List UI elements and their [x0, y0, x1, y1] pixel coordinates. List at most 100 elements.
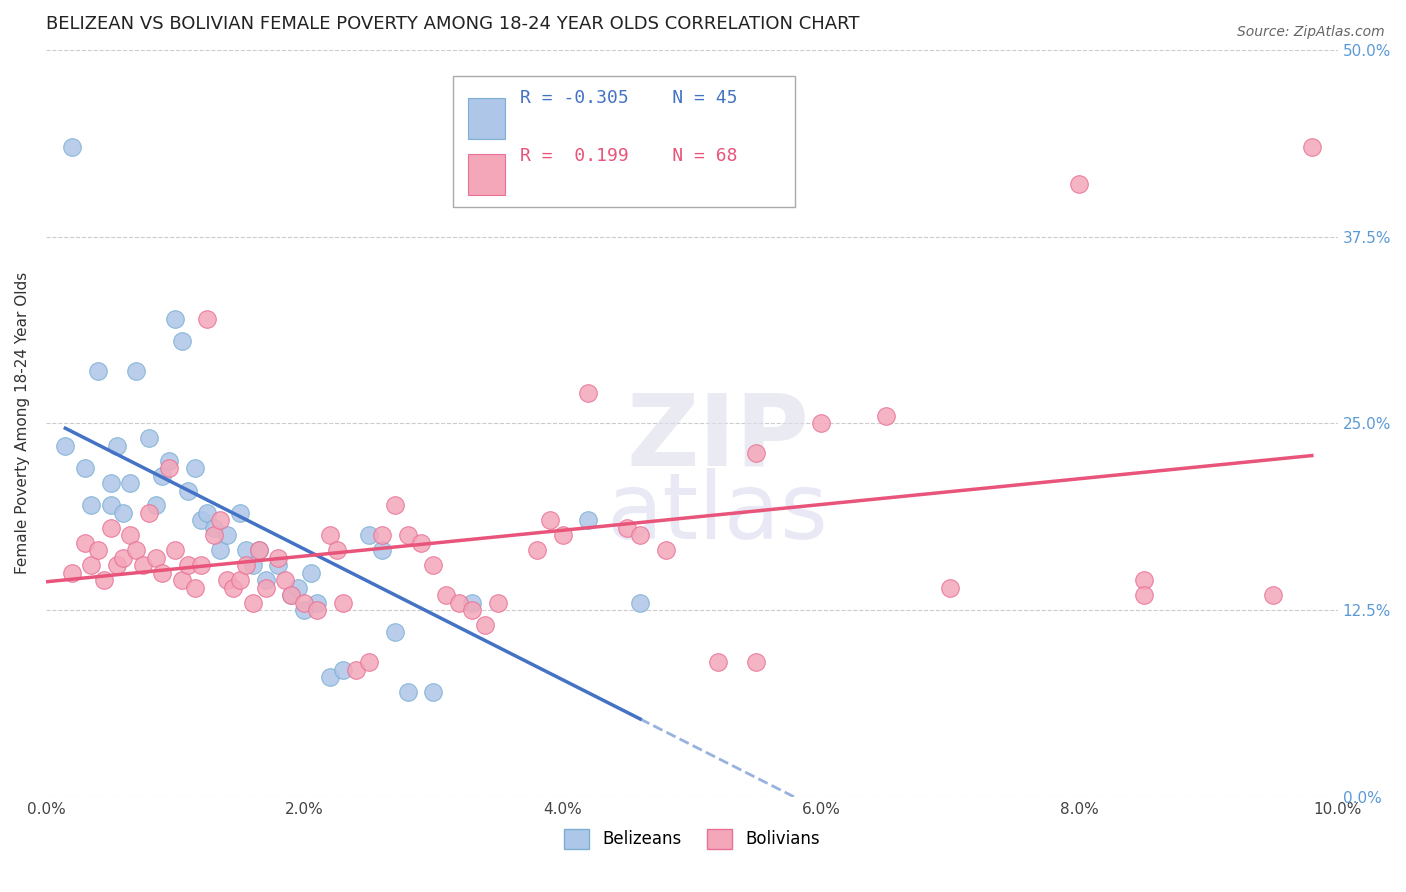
Point [307, 596, 329, 610]
Point [287, 581, 309, 595]
Point [53, 439, 76, 453]
Point [73, 536, 96, 550]
Point [215, 528, 238, 542]
Point [165, 543, 187, 558]
Point [242, 596, 264, 610]
Point [242, 558, 264, 573]
Point [125, 543, 148, 558]
Point [616, 521, 638, 535]
Point [357, 528, 380, 542]
Point [145, 499, 167, 513]
Point [526, 543, 548, 558]
Point [202, 521, 225, 535]
Point [344, 663, 367, 677]
Point [371, 543, 394, 558]
Bar [468, 154, 505, 195]
Point [292, 603, 315, 617]
Point [157, 461, 180, 475]
Point [357, 656, 380, 670]
Point [138, 506, 160, 520]
Point [449, 596, 471, 610]
Point [319, 670, 342, 684]
Point [628, 528, 651, 542]
Point [267, 558, 290, 573]
Point [170, 334, 193, 348]
Point [222, 581, 245, 595]
Point [422, 685, 444, 699]
Point [578, 513, 600, 527]
Point [396, 685, 419, 699]
Point [706, 656, 728, 670]
Point [190, 558, 212, 573]
Point [112, 506, 135, 520]
Point [105, 439, 128, 453]
Point [60, 566, 83, 580]
Text: Source: ZipAtlas.com: Source: ZipAtlas.com [1237, 25, 1385, 39]
Point [145, 550, 167, 565]
Point [118, 476, 141, 491]
Point [1133, 573, 1156, 587]
Point [396, 528, 419, 542]
Point [1133, 588, 1156, 602]
Point [197, 506, 219, 520]
Text: R =  0.199    N = 68: R = 0.199 N = 68 [520, 147, 738, 165]
Point [280, 588, 302, 602]
Point [183, 461, 205, 475]
Point [422, 558, 444, 573]
Point [1069, 178, 1091, 192]
Point [157, 453, 180, 467]
Point [138, 431, 160, 445]
Point [810, 417, 832, 431]
Legend: Belizeans, Bolivians: Belizeans, Bolivians [557, 822, 827, 855]
Point [745, 656, 768, 670]
Point [538, 513, 561, 527]
Point [551, 528, 574, 542]
Point [1301, 140, 1323, 154]
FancyBboxPatch shape [453, 76, 796, 207]
Point [628, 596, 651, 610]
Point [319, 528, 342, 542]
Bar [468, 98, 505, 139]
Point [86, 543, 108, 558]
Point [177, 483, 200, 498]
Point [202, 528, 225, 542]
Point [86, 364, 108, 378]
Point [235, 543, 257, 558]
Point [170, 573, 193, 587]
Text: ZIP: ZIP [626, 390, 808, 487]
Point [228, 506, 250, 520]
Point [105, 558, 128, 573]
Point [73, 461, 96, 475]
Point [93, 573, 115, 587]
Point [875, 409, 897, 423]
Point [125, 364, 148, 378]
Point [307, 603, 329, 617]
Point [228, 573, 250, 587]
Point [434, 588, 457, 602]
Point [197, 311, 219, 326]
Point [474, 618, 496, 632]
Point [100, 499, 122, 513]
Point [384, 625, 406, 640]
Point [1261, 588, 1284, 602]
Point [267, 550, 290, 565]
Point [235, 558, 257, 573]
Point [254, 581, 277, 595]
Point [292, 596, 315, 610]
Point [247, 543, 270, 558]
Point [461, 596, 484, 610]
Point [371, 528, 394, 542]
Point [486, 596, 509, 610]
Point [299, 566, 322, 580]
Point [280, 588, 302, 602]
Point [655, 543, 678, 558]
Point [112, 550, 135, 565]
Point [325, 543, 347, 558]
Point [745, 446, 768, 460]
Point [118, 528, 141, 542]
Point [177, 558, 200, 573]
Point [100, 476, 122, 491]
Point [332, 596, 354, 610]
Point [80, 499, 103, 513]
Point [150, 566, 173, 580]
